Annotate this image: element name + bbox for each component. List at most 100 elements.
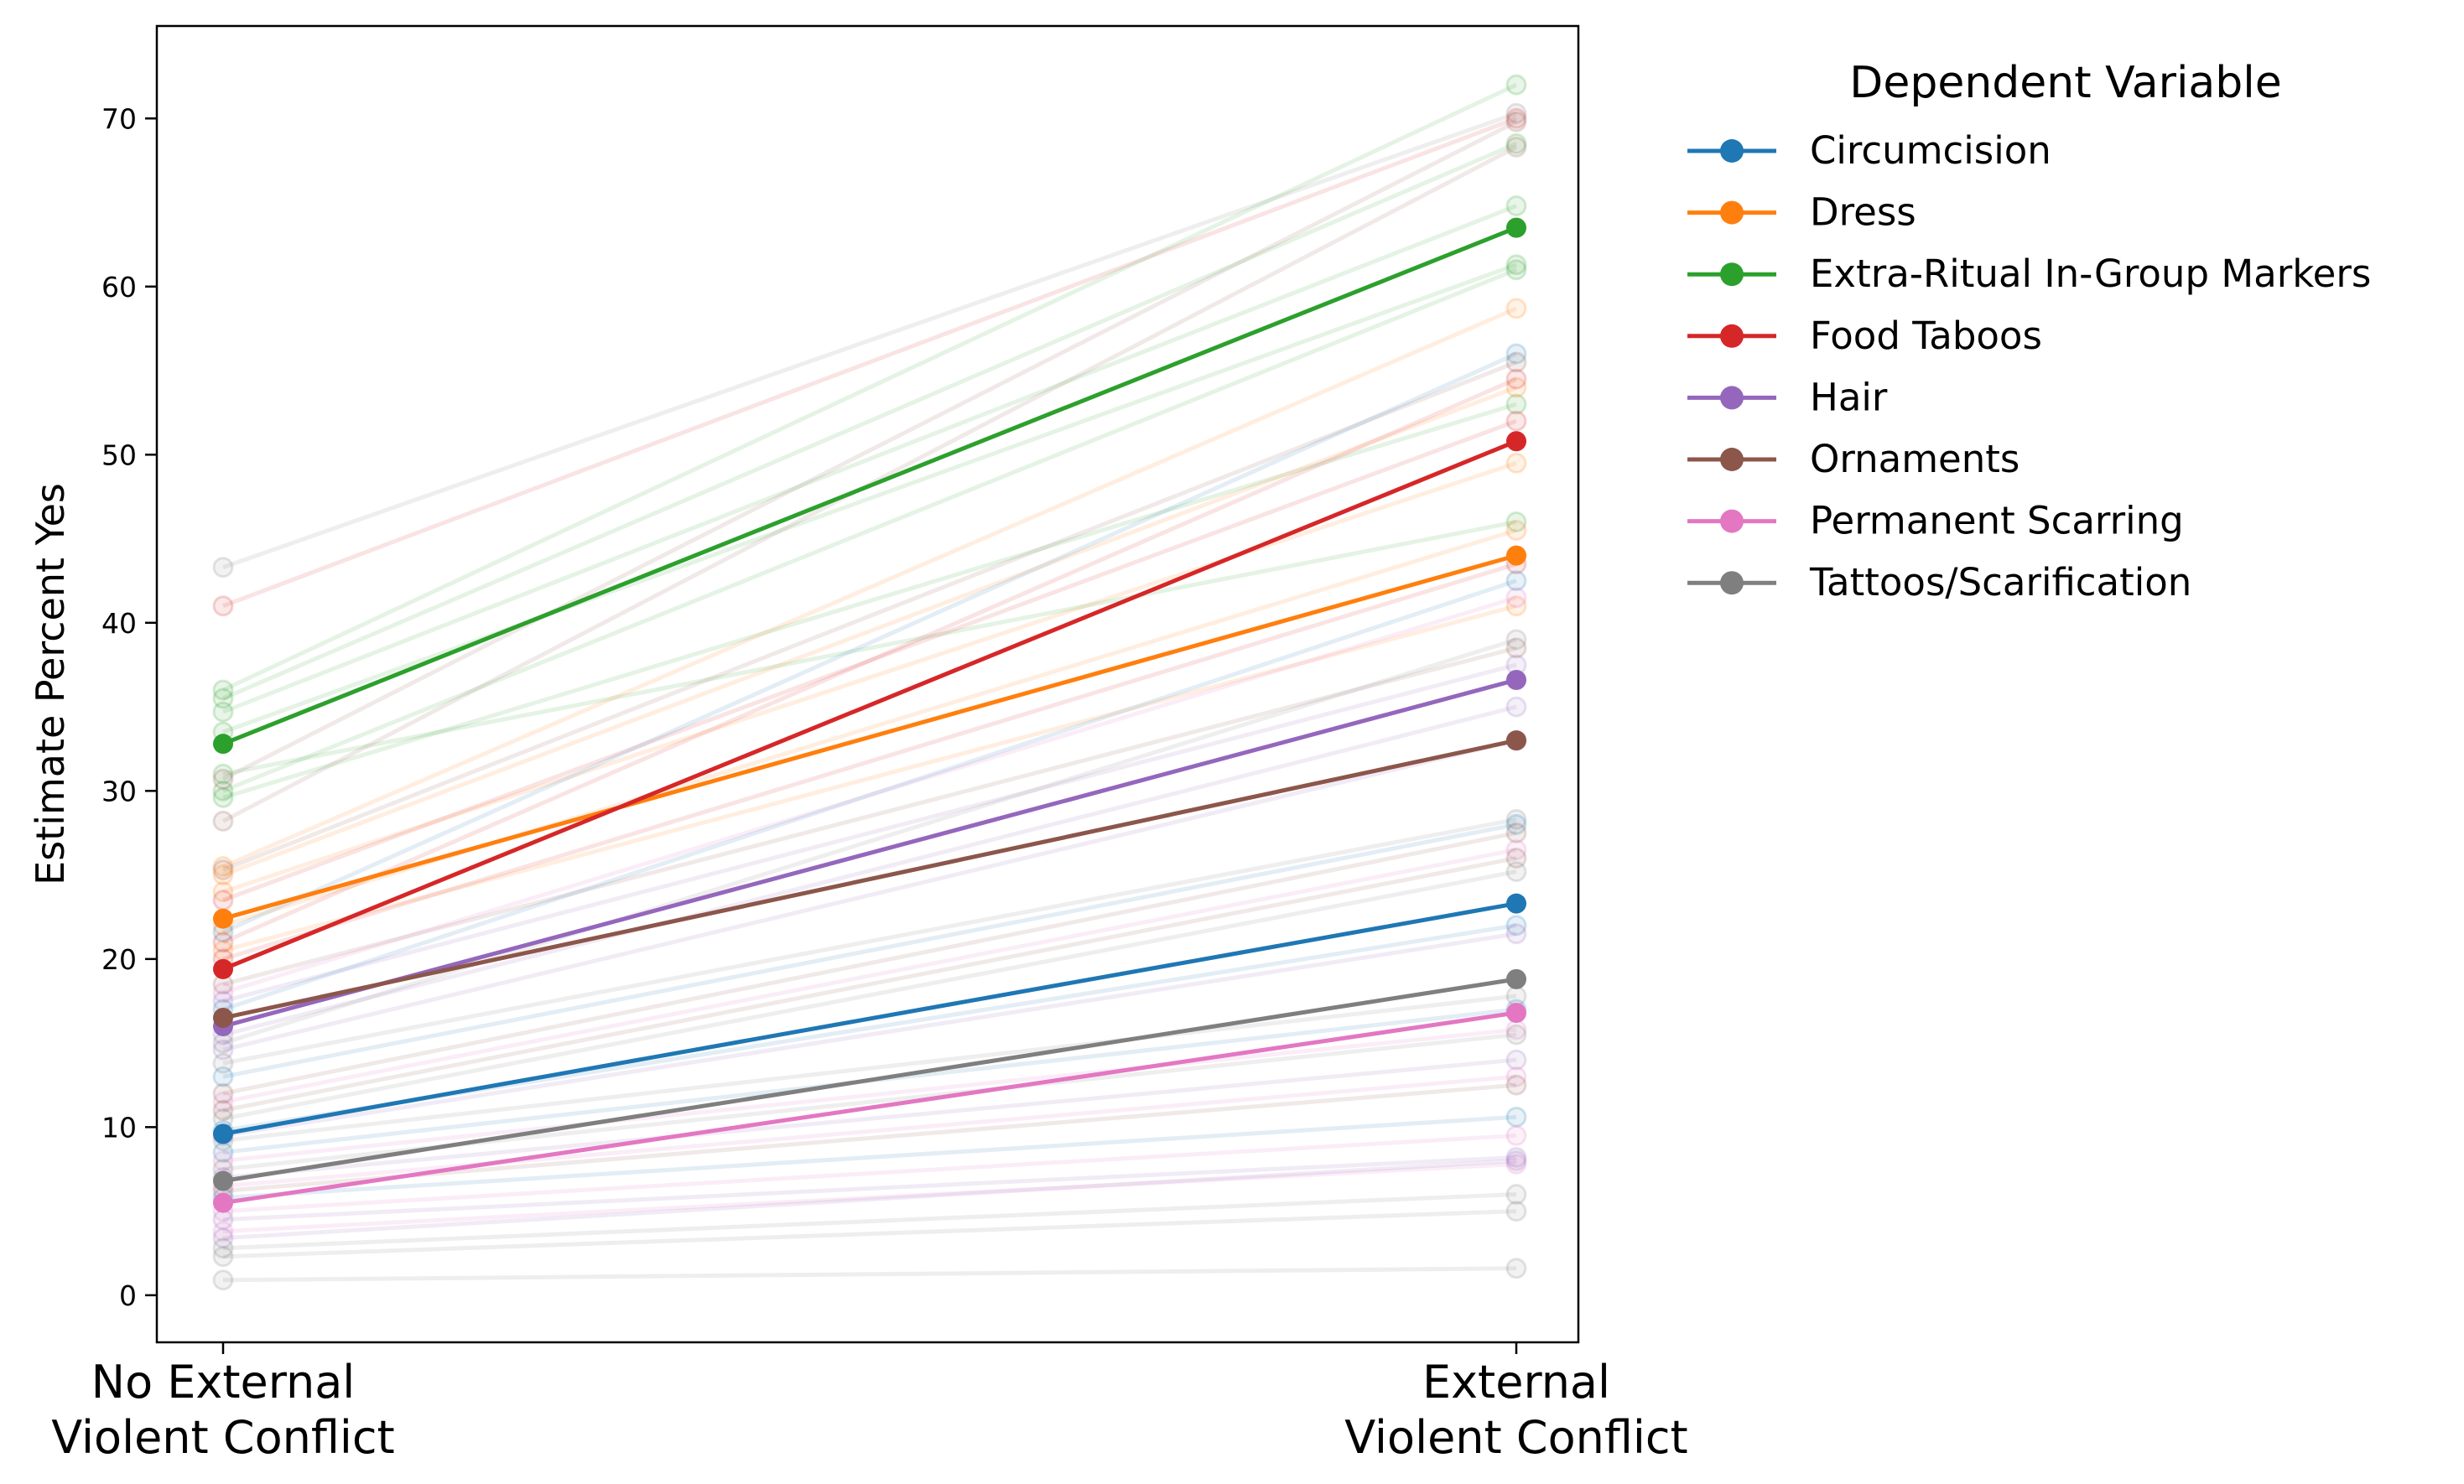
series-point-0-1: [1506, 893, 1526, 914]
background-point-13-0: [212, 864, 234, 886]
background-line-3: [222, 142, 1517, 701]
background-point-47-1: [1505, 1149, 1527, 1171]
legend-label-4: Hair: [1810, 375, 1888, 419]
background-line-33: [222, 869, 1517, 1121]
series-line-1: [222, 553, 1517, 921]
legend-marker-1: [1720, 200, 1744, 225]
background-point-2-1: [1505, 74, 1527, 96]
series-line-4: [222, 677, 1517, 1029]
background-point-39-1: [1505, 1024, 1527, 1046]
background-line-8: [222, 520, 1517, 776]
background-point-33-1: [1505, 861, 1527, 883]
background-line-47: [222, 1158, 1517, 1241]
background-point-24-1: [1505, 570, 1527, 592]
legend-marker-6: [1720, 509, 1744, 533]
y-tick-label-0: 0: [119, 1279, 137, 1312]
background-point-1-0: [212, 595, 234, 617]
background-point-35-1: [1505, 923, 1527, 945]
background-point-28-0: [212, 1052, 234, 1074]
legend-title: Dependent Variable: [1849, 58, 2281, 108]
background-point-9-0: [212, 768, 234, 790]
legend-label-7: Tattoos/Scarification: [1809, 560, 2191, 604]
background-line-12: [222, 360, 1517, 872]
series-point-6-0: [213, 1192, 233, 1213]
background-line-28: [222, 817, 1517, 1066]
background-line-18: [222, 376, 1517, 945]
background-point-15-1: [1505, 410, 1527, 432]
y-tick-label-20: 20: [101, 943, 137, 976]
background-line-11: [222, 306, 1517, 869]
background-point-47-0: [212, 1227, 234, 1249]
y-tick-label-30: 30: [101, 775, 137, 807]
y-axis: 0 10 20 30 40 50 60 70: [101, 102, 157, 1312]
background-point-8-1: [1505, 511, 1527, 533]
background-point-14-1: [1505, 452, 1527, 474]
background-point-10-1: [1505, 136, 1527, 158]
background-point-45-1: [1505, 1146, 1527, 1168]
legend-marker-7: [1720, 571, 1744, 595]
background-line-5: [222, 262, 1517, 734]
background-point-22-0: [212, 982, 234, 1004]
background-point-30-1: [1505, 822, 1527, 843]
series-point-6-1: [1506, 1002, 1526, 1023]
background-point-38-0: [212, 1149, 234, 1171]
plot-frame: [155, 24, 1580, 1344]
background-point-49-1: [1505, 1201, 1527, 1222]
background-point-16-1: [1505, 520, 1527, 542]
x-axis: No External Violent Conflict External Viole…: [51, 1342, 1688, 1464]
background-line-49: [222, 1209, 1517, 1259]
legend-marker-2: [1720, 262, 1744, 287]
x-tick-label-1: External Violent Conflict: [1344, 1356, 1687, 1464]
background-line-13: [222, 385, 1517, 877]
series-point-5-1: [1506, 730, 1526, 751]
series-line-2: [222, 226, 1517, 746]
background-point-28-1: [1505, 808, 1527, 830]
background-line-48: [222, 1192, 1517, 1251]
background-line-23: [222, 662, 1517, 1004]
background-line-29: [222, 822, 1517, 1079]
series-point-3-0: [213, 958, 233, 979]
background-point-9-1: [1505, 111, 1527, 132]
background-line-2: [221, 82, 1518, 693]
background-line-4: [222, 204, 1517, 714]
background-line-40: [222, 1057, 1517, 1180]
background-point-50-1: [1505, 1258, 1527, 1279]
background-point-25-1: [1505, 696, 1527, 718]
background-point-41-1: [1505, 1066, 1527, 1087]
background-point-0-0: [212, 557, 234, 579]
series-point-2-0: [213, 734, 233, 755]
background-point-40-1: [1505, 1049, 1527, 1071]
series-point-1-1: [1506, 545, 1526, 566]
x-tick-label-0: No External Violent Conflict: [51, 1356, 394, 1464]
background-lines: [212, 74, 1527, 1291]
series-point-5-0: [213, 1008, 233, 1029]
background-point-43-1: [1505, 1106, 1527, 1128]
background-point-15-0: [212, 890, 234, 911]
background-point-22-1: [1505, 587, 1527, 609]
background-line-0: [222, 111, 1517, 570]
background-point-6-0: [212, 780, 234, 802]
background-line-35: [222, 931, 1517, 1138]
y-tick-label-10: 10: [101, 1111, 137, 1144]
series-line-6: [222, 1010, 1517, 1206]
background-line-9: [221, 120, 1518, 781]
background-point-49-0: [212, 1246, 234, 1268]
background-point-27-0: [212, 1039, 234, 1061]
legend-label-2: Extra-Ritual In-Group Markers: [1810, 252, 2371, 296]
background-point-7-1: [1505, 393, 1527, 415]
background-line-22: [222, 595, 1517, 995]
background-point-10-0: [212, 810, 234, 832]
series-point-4-1: [1506, 669, 1526, 690]
background-point-21-1: [1505, 637, 1527, 659]
background-point-8-0: [212, 763, 234, 785]
background-line-42: [222, 1082, 1517, 1194]
background-line-32: [222, 856, 1517, 1113]
background-line-26: [222, 637, 1517, 1046]
background-point-5-1: [1505, 254, 1527, 276]
background-point-12-0: [212, 859, 234, 881]
legend: Dependent Variable Circumcision Dress Extr…: [1687, 58, 2371, 604]
background-line-30: [222, 831, 1517, 1096]
legend-marker-4: [1720, 386, 1744, 410]
background-line-27: [222, 738, 1517, 1052]
